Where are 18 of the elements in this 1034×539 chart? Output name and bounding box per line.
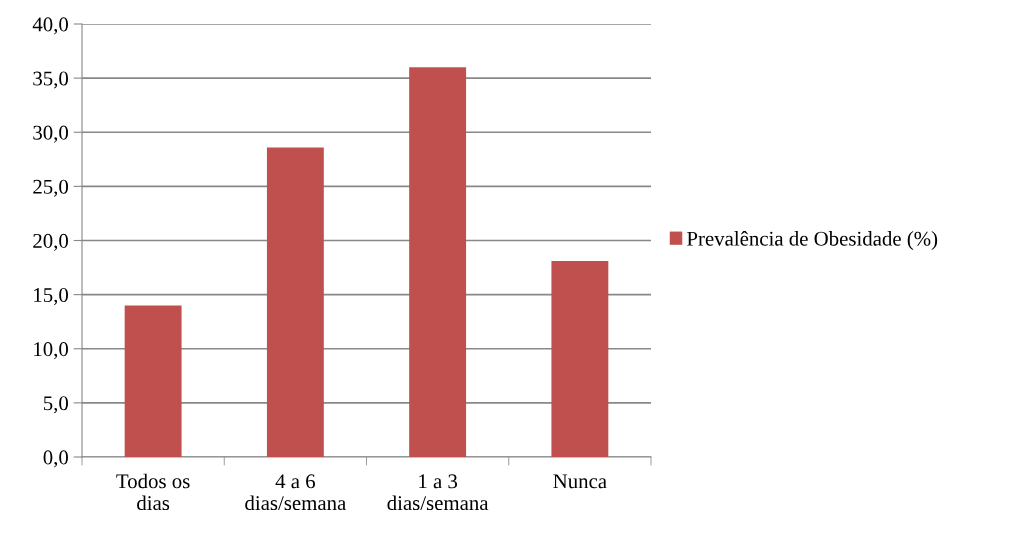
y-tick-label: 20,0 [33,233,69,251]
y-tick-label: 30,0 [33,125,69,143]
y-tick-label: 5,0 [43,396,69,414]
y-tick-label: 15,0 [34,288,69,306]
bar [124,305,182,457]
x-tick-label: 1 a 3 dias/semana [387,474,489,511]
y-tick-label: 25,0 [33,179,69,197]
legend-label: Prevalência de Obesidade (%) [687,231,938,250]
x-tick-label: Todos os dias [116,473,190,511]
bar [409,67,467,457]
y-tick-label: 0,0 [43,450,69,468]
y-tick-label: 40,0 [32,17,69,35]
bar [266,147,324,457]
y-tick-label: 10,0 [34,342,69,360]
bar [551,261,609,457]
x-tick-label: Nunca [553,474,607,489]
y-tick-label: 35,0 [33,71,69,89]
x-tick-label: 4 a 6 dias/semana [245,474,346,511]
